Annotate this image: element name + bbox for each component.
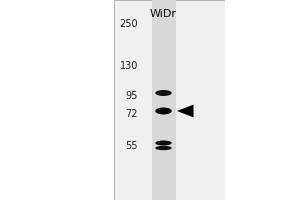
Text: 72: 72 <box>125 109 138 119</box>
Ellipse shape <box>155 90 172 96</box>
Ellipse shape <box>155 108 172 114</box>
Text: 250: 250 <box>119 19 138 29</box>
Polygon shape <box>177 105 194 117</box>
Text: WiDr: WiDr <box>150 9 177 19</box>
Text: 95: 95 <box>126 91 138 101</box>
Ellipse shape <box>155 146 172 150</box>
Bar <box>225 0 300 200</box>
Bar <box>152 0 176 200</box>
Text: 130: 130 <box>120 61 138 71</box>
Ellipse shape <box>155 140 172 146</box>
Bar <box>114 0 225 200</box>
Text: 55: 55 <box>125 141 138 151</box>
